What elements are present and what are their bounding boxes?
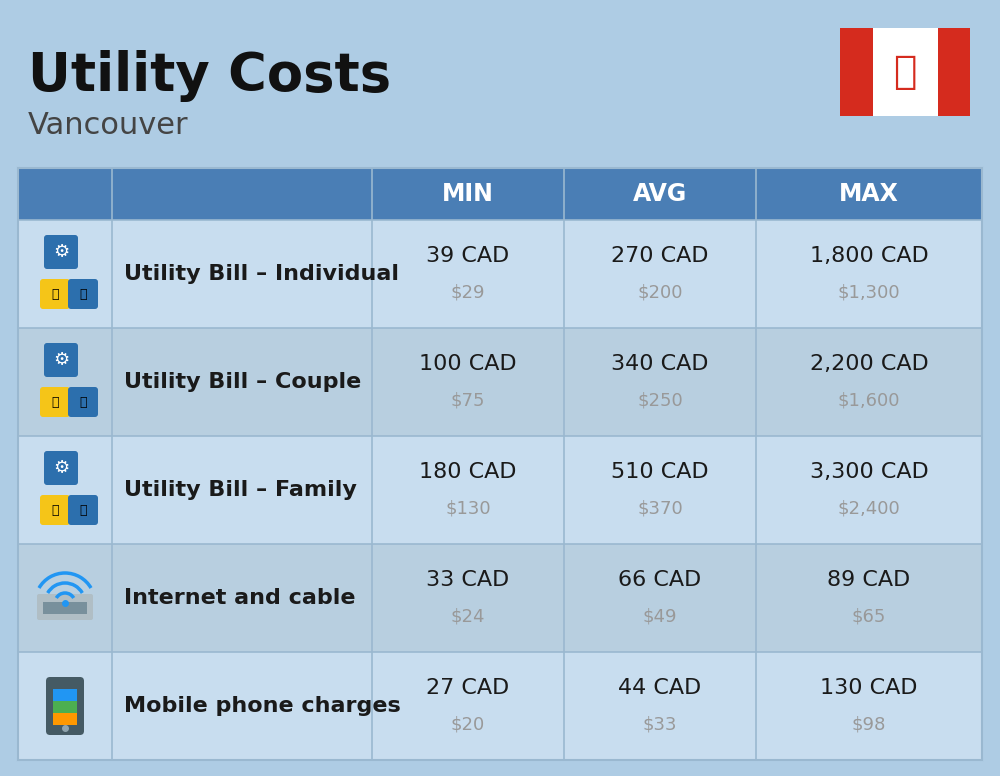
Text: $65: $65 <box>852 607 886 625</box>
Bar <box>53 689 77 725</box>
Text: 🔌: 🔌 <box>51 504 59 517</box>
FancyBboxPatch shape <box>44 451 78 485</box>
Text: ⚙: ⚙ <box>53 351 69 369</box>
Text: AVG: AVG <box>633 182 687 206</box>
Text: 66 CAD: 66 CAD <box>618 570 702 590</box>
Text: $250: $250 <box>637 391 683 409</box>
Text: Internet and cable: Internet and cable <box>124 588 356 608</box>
Bar <box>18 220 982 328</box>
Text: 510 CAD: 510 CAD <box>611 462 709 482</box>
Text: 44 CAD: 44 CAD <box>618 678 702 698</box>
Text: 🔧: 🔧 <box>79 287 87 300</box>
FancyBboxPatch shape <box>37 594 93 620</box>
Text: $98: $98 <box>852 715 886 733</box>
Text: $33: $33 <box>643 715 677 733</box>
Bar <box>53 689 77 701</box>
Text: Utility Bill – Family: Utility Bill – Family <box>124 480 357 500</box>
Text: ⚙: ⚙ <box>53 459 69 477</box>
Text: $1,600: $1,600 <box>838 391 900 409</box>
Text: $130: $130 <box>445 499 491 517</box>
Bar <box>840 28 872 116</box>
FancyBboxPatch shape <box>68 279 98 309</box>
FancyBboxPatch shape <box>44 235 78 269</box>
Text: Vancouver: Vancouver <box>28 112 189 140</box>
Text: $1,300: $1,300 <box>838 283 900 301</box>
Text: $20: $20 <box>451 715 485 733</box>
Text: 🔧: 🔧 <box>79 396 87 408</box>
Text: 🍁: 🍁 <box>893 53 917 91</box>
Text: $49: $49 <box>643 607 677 625</box>
Bar <box>18 544 982 652</box>
Text: 100 CAD: 100 CAD <box>419 354 517 374</box>
Text: MAX: MAX <box>839 182 899 206</box>
Text: $2,400: $2,400 <box>838 499 900 517</box>
Bar <box>840 28 970 116</box>
Text: 39 CAD: 39 CAD <box>426 246 510 266</box>
Bar <box>18 168 982 220</box>
Text: $200: $200 <box>637 283 683 301</box>
Text: 27 CAD: 27 CAD <box>426 678 510 698</box>
Text: 130 CAD: 130 CAD <box>820 678 918 698</box>
Text: 1,800 CAD: 1,800 CAD <box>810 246 928 266</box>
FancyBboxPatch shape <box>46 677 84 735</box>
FancyBboxPatch shape <box>40 495 70 525</box>
Bar <box>18 436 982 544</box>
Text: 🔧: 🔧 <box>79 504 87 517</box>
Text: 180 CAD: 180 CAD <box>419 462 517 482</box>
Text: 270 CAD: 270 CAD <box>611 246 709 266</box>
Text: Utility Bill – Couple: Utility Bill – Couple <box>124 372 361 392</box>
Text: 3,300 CAD: 3,300 CAD <box>810 462 928 482</box>
Bar <box>18 652 982 760</box>
Text: 89 CAD: 89 CAD <box>827 570 911 590</box>
Bar <box>53 713 77 725</box>
Text: $75: $75 <box>451 391 485 409</box>
FancyBboxPatch shape <box>40 387 70 417</box>
Text: 340 CAD: 340 CAD <box>611 354 709 374</box>
Text: $24: $24 <box>451 607 485 625</box>
Bar <box>53 701 77 713</box>
FancyBboxPatch shape <box>68 387 98 417</box>
Bar <box>18 328 982 436</box>
Bar <box>938 28 970 116</box>
Text: Utility Costs: Utility Costs <box>28 50 391 102</box>
FancyBboxPatch shape <box>40 279 70 309</box>
Text: $370: $370 <box>637 499 683 517</box>
Bar <box>43 602 87 614</box>
Text: 🔌: 🔌 <box>51 396 59 408</box>
FancyBboxPatch shape <box>68 495 98 525</box>
Text: 🔌: 🔌 <box>51 287 59 300</box>
Text: MIN: MIN <box>442 182 494 206</box>
Text: 33 CAD: 33 CAD <box>426 570 510 590</box>
Text: ⚙: ⚙ <box>53 243 69 261</box>
Text: 2,200 CAD: 2,200 CAD <box>810 354 928 374</box>
Text: Utility Bill – Individual: Utility Bill – Individual <box>124 264 399 284</box>
Text: Mobile phone charges: Mobile phone charges <box>124 696 401 716</box>
Text: $29: $29 <box>451 283 485 301</box>
FancyBboxPatch shape <box>44 343 78 377</box>
